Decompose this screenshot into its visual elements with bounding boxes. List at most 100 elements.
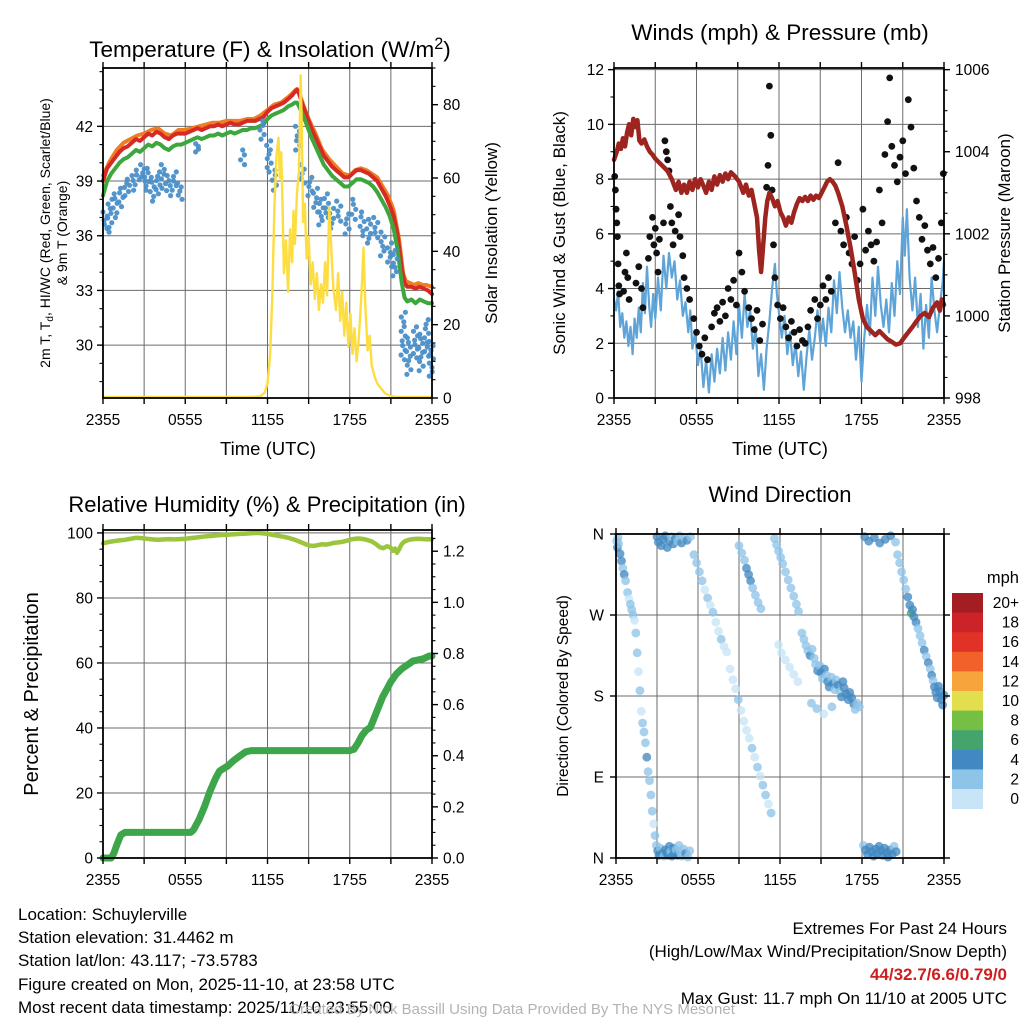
svg-text:2355: 2355: [86, 872, 120, 889]
svg-text:998: 998: [955, 391, 981, 408]
chart-winds-pressure: 2355 0555 1155 1755 2355 0 2 4 6 8 10 12 998 1000 1002…: [550, 20, 1014, 459]
svg-text:40: 40: [443, 244, 461, 261]
svg-text:100: 100: [67, 525, 93, 542]
svg-text:Relative Humidity (%) & Precip: Relative Humidity (%) & Precipitation (i…: [68, 492, 465, 517]
svg-text:1155: 1155: [251, 872, 284, 889]
svg-text:8: 8: [595, 172, 604, 189]
extremes-block: Extremes For Past 24 Hours (High/Low/Max…: [649, 917, 1007, 1010]
svg-text:20: 20: [443, 317, 461, 334]
svg-text:Time (UTC): Time (UTC): [220, 438, 316, 459]
svg-text:42: 42: [76, 119, 93, 136]
latlon-text: Station lat/lon: 43.117; -73.5783: [18, 951, 258, 971]
svg-text:1755: 1755: [333, 872, 367, 889]
svg-text:Wind Direction: Wind Direction: [708, 482, 851, 507]
svg-text:1755: 1755: [845, 872, 879, 889]
svg-text:W: W: [589, 608, 604, 625]
svg-text:10: 10: [587, 117, 605, 134]
svg-text:0: 0: [1010, 791, 1019, 808]
svg-text:1755: 1755: [333, 412, 367, 429]
svg-text:1155: 1155: [251, 412, 284, 429]
timestamp-text: Most recent data timestamp: 2025/11/10 2…: [18, 997, 392, 1017]
svg-text:80: 80: [443, 97, 461, 114]
svg-text:33: 33: [76, 283, 93, 300]
svg-text:14: 14: [1002, 654, 1020, 671]
svg-text:N: N: [593, 851, 604, 868]
svg-text:0555: 0555: [168, 412, 202, 429]
svg-text:2355: 2355: [86, 412, 120, 429]
svg-text:18: 18: [1002, 615, 1019, 632]
station-info-block: Location: Schuylerville Station elevatio…: [18, 903, 395, 1019]
svg-text:0.0: 0.0: [443, 851, 465, 868]
svg-text:0.8: 0.8: [443, 646, 465, 663]
svg-text:1155: 1155: [762, 412, 795, 429]
svg-text:2: 2: [1010, 771, 1019, 788]
svg-text:1.2: 1.2: [443, 544, 465, 561]
svg-text:60: 60: [443, 171, 461, 188]
extremes-title: Extremes For Past 24 Hours: [792, 919, 1007, 938]
svg-text:2: 2: [595, 336, 604, 353]
svg-text:2355: 2355: [927, 872, 961, 889]
svg-text:0: 0: [595, 391, 604, 408]
svg-text:1755: 1755: [844, 412, 878, 429]
svg-text:2355: 2355: [415, 872, 449, 889]
svg-text:6: 6: [1010, 732, 1019, 749]
svg-text:2355: 2355: [415, 412, 449, 429]
svg-text:2m T, Td, HI/WC (Red, Green, S: 2m T, Td, HI/WC (Red, Green, Scarlet/Blu…: [37, 98, 56, 368]
chart-rh-precip: 2355 0555 1155 1755 2355 0 20 40 60 80 100 0.0 0.2 0.…: [21, 492, 466, 889]
svg-text:& 9m T (Orange): & 9m T (Orange): [54, 181, 70, 286]
svg-text:S: S: [594, 689, 604, 706]
svg-text:36: 36: [76, 228, 93, 245]
svg-text:0.6: 0.6: [443, 697, 465, 714]
chart-wind-direction: 2355 0555 1155 1755 2355 N W S E N Wind Direction D…: [555, 482, 961, 889]
svg-text:2355: 2355: [599, 872, 633, 889]
credit-text: Created By Nick Bassill Using Data Provi…: [289, 1001, 735, 1018]
extremes-subtitle: (High/Low/Max Wind/Precipitation/Snow De…: [648, 942, 1007, 962]
svg-text:Time (UTC): Time (UTC): [732, 438, 828, 459]
svg-text:12: 12: [1002, 673, 1019, 690]
svg-text:0555: 0555: [168, 872, 202, 889]
svg-text:Winds (mph) & Pressure (mb): Winds (mph) & Pressure (mb): [631, 20, 929, 45]
svg-text:0.2: 0.2: [443, 799, 465, 816]
svg-text:39: 39: [76, 174, 93, 191]
svg-text:0555: 0555: [679, 412, 713, 429]
svg-text:20+: 20+: [993, 595, 1019, 612]
svg-text:1002: 1002: [955, 226, 989, 243]
svg-text:0: 0: [443, 391, 452, 408]
wind-speed-colorbar: 20+ 18 16 14 12 10 8 6 4 2 0 mph: [952, 569, 1019, 809]
svg-text:12: 12: [587, 62, 604, 79]
svg-text:Station Pressure (Maroon): Station Pressure (Maroon): [995, 133, 1014, 332]
svg-text:0.4: 0.4: [443, 748, 465, 765]
svg-text:0: 0: [84, 851, 93, 868]
svg-text:10: 10: [1002, 693, 1020, 710]
svg-text:8: 8: [1010, 713, 1019, 730]
svg-text:Temperature (F) & Insolation (: Temperature (F) & Insolation (W/m2): [89, 35, 451, 62]
svg-text:60: 60: [76, 655, 94, 672]
svg-text:mph: mph: [987, 569, 1019, 587]
svg-text:1006: 1006: [955, 62, 989, 79]
svg-text:30: 30: [76, 338, 94, 355]
svg-text:2355: 2355: [597, 412, 631, 429]
created-text: Figure created on Mon, 2025-11-10, at 23…: [18, 974, 395, 994]
svg-text:16: 16: [1002, 634, 1019, 651]
location-text: Location: Schuylerville: [18, 905, 188, 924]
svg-text:20: 20: [76, 785, 94, 802]
svg-text:4: 4: [1010, 752, 1019, 769]
svg-text:Percent & Precipitation: Percent & Precipitation: [21, 592, 43, 795]
svg-text:1004: 1004: [955, 144, 990, 161]
elevation-text: Station elevation: 31.4462 m: [18, 928, 234, 948]
svg-text:80: 80: [76, 590, 94, 607]
svg-text:E: E: [594, 770, 604, 787]
extremes-values: 44/32.7/6.6/0.79/0: [869, 965, 1007, 985]
max-gust-text: Max Gust: 11.7 mph On 11/10 at 2005 UTC: [680, 988, 1007, 1008]
svg-text:Solar Insolation (Yellow): Solar Insolation (Yellow): [482, 142, 501, 324]
svg-text:Direction (Colored By Speed): Direction (Colored By Speed): [555, 595, 572, 797]
svg-text:1155: 1155: [763, 872, 796, 889]
svg-text:Sonic Wind & Gust (Blue, Black: Sonic Wind & Gust (Blue, Black): [550, 111, 569, 355]
svg-text:0555: 0555: [681, 872, 715, 889]
svg-text:2355: 2355: [927, 412, 961, 429]
svg-text:6: 6: [595, 226, 604, 243]
svg-text:40: 40: [76, 720, 94, 737]
chart-temp-insolation: 2355 0555 1155 1755 2355 30 33 36 39 42 0 20 40 60 80 T…: [37, 35, 501, 459]
